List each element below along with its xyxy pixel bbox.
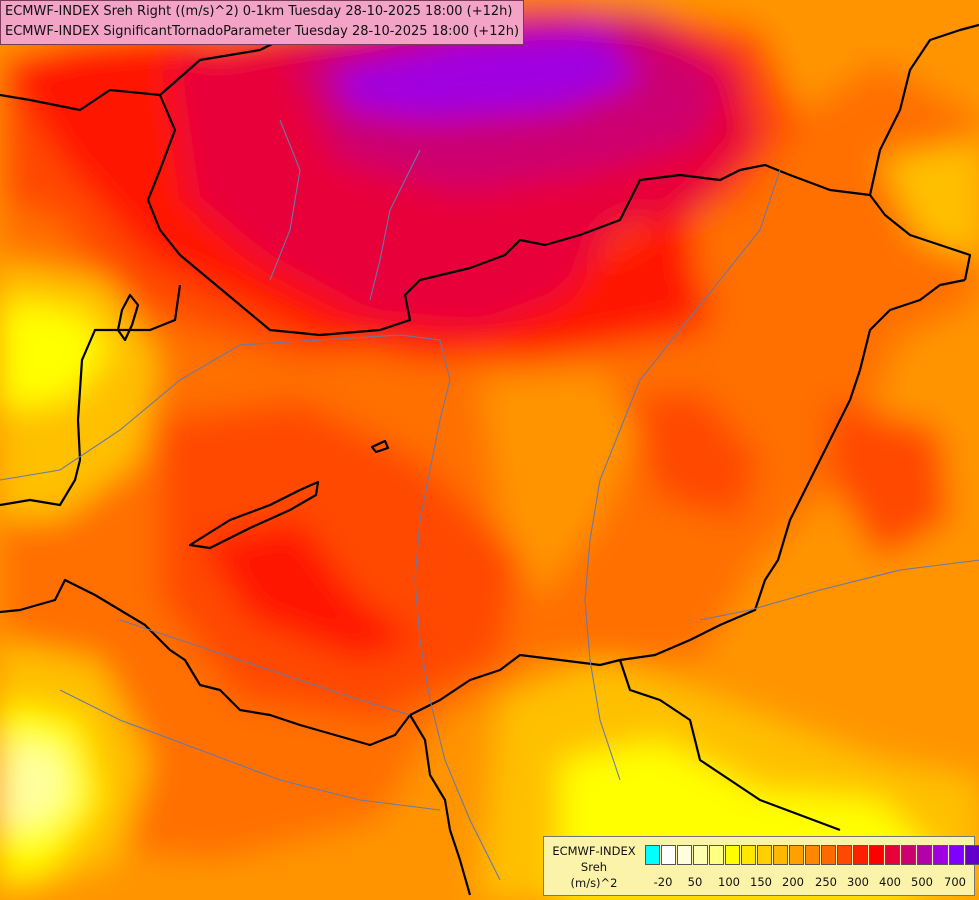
field-gold-east — [880, 140, 979, 260]
legend-tick-label: 250 — [815, 875, 837, 889]
field-red-east — [620, 390, 760, 520]
legend-swatch — [741, 845, 756, 865]
legend-swatch — [757, 845, 772, 865]
river-north-2 — [369, 149, 421, 301]
legend-tick-label: 50 — [687, 875, 703, 889]
legend-swatch — [869, 845, 884, 865]
legend-swatch — [901, 845, 916, 865]
legend-swatch — [789, 845, 804, 865]
river-north — [269, 119, 301, 281]
legend-label: ECMWF-INDEX Sreh (m/s)^2 — [548, 843, 640, 891]
legend-swatch — [677, 845, 692, 865]
legend-swatch — [645, 845, 660, 865]
legend-variable: Sreh — [580, 860, 608, 874]
lake-small — [370, 439, 390, 454]
legend-swatch — [917, 845, 932, 865]
legend-swatch — [709, 845, 724, 865]
river-sava — [59, 689, 441, 811]
legend-tick-label: 300 — [847, 875, 869, 889]
lake-balaton — [188, 480, 320, 550]
river-mures — [699, 559, 979, 621]
country-border-north — [0, 88, 972, 337]
legend-swatch — [837, 845, 852, 865]
country-border-west — [0, 284, 182, 507]
color-legend: ECMWF-INDEX Sreh (m/s)^2 -20 50 100 150 200 2… — [543, 836, 979, 896]
country-border-south-2 — [409, 714, 472, 896]
legend-swatch — [661, 845, 676, 865]
country-border-south-3 — [618, 659, 841, 832]
river-tisza — [584, 169, 781, 781]
map-title-line-2: ECMWF-INDEX SignificantTornadoParameter … — [5, 24, 520, 39]
legend-swatch — [933, 845, 948, 865]
map-title-box: ECMWF-INDEX Sreh Right ((m/s)^2) 0-1km T… — [0, 0, 525, 45]
legend-tick-label: 400 — [879, 875, 901, 889]
legend-tick-label: 100 — [718, 875, 740, 889]
field-red-east2 — [830, 400, 950, 560]
legend-tick-label: 150 — [750, 875, 772, 889]
legend-swatch — [853, 845, 868, 865]
legend-swatch — [949, 845, 964, 865]
field-pale-southwest — [0, 740, 70, 830]
lake-neusiedl — [116, 293, 140, 342]
legend-tick-label: 500 — [911, 875, 933, 889]
legend-unit: (m/s)^2 — [570, 876, 618, 890]
river-danube — [0, 334, 501, 881]
legend-swatch — [965, 845, 979, 865]
legend-swatch — [693, 845, 708, 865]
legend-title: ECMWF-INDEX — [552, 844, 636, 858]
legend-swatch — [805, 845, 820, 865]
field-red-orange-southwest — [160, 400, 520, 720]
legend-color-bar — [645, 845, 979, 865]
river-drava — [119, 619, 411, 716]
legend-tick-label: -20 — [653, 875, 673, 889]
country-border-south — [0, 578, 601, 747]
map-title-line-1: ECMWF-INDEX Sreh Right ((m/s)^2) 0-1km T… — [5, 4, 513, 19]
legend-ticks: -20 50 100 150 200 250 300 400 500 700 — [645, 875, 975, 891]
legend-swatch — [725, 845, 740, 865]
legend-swatch — [885, 845, 900, 865]
field-red-southwest — [200, 520, 420, 660]
legend-swatch — [773, 845, 788, 865]
country-border-east — [599, 278, 966, 667]
field-violet — [330, 30, 640, 120]
legend-tick-label: 200 — [782, 875, 804, 889]
field-yellow-west — [0, 300, 110, 410]
field-amber-mid — [480, 370, 640, 600]
country-border-northeast — [868, 23, 979, 196]
legend-swatch — [821, 845, 836, 865]
legend-tick-label: 700 — [944, 875, 966, 889]
